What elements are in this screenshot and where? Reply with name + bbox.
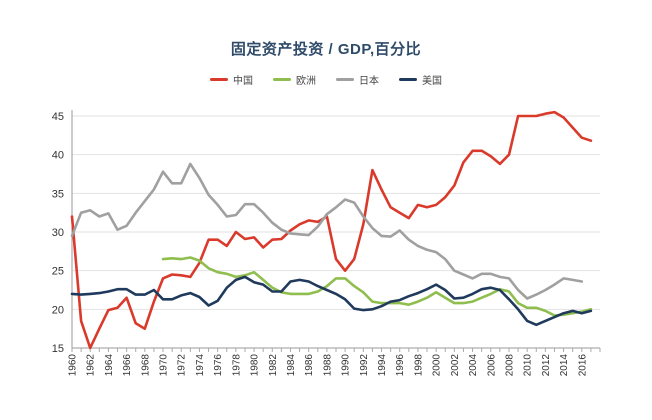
x-tick-label: 1974 <box>195 354 206 377</box>
legend-swatch <box>273 78 291 81</box>
x-tick-label: 1970 <box>159 354 170 377</box>
series-line-中国 <box>70 110 593 350</box>
x-tick-label: 1962 <box>86 354 97 377</box>
x-tick-label: 1972 <box>177 354 188 377</box>
legend-item: 欧洲 <box>273 72 316 87</box>
x-tick-label: 1998 <box>413 354 424 377</box>
legend-item: 美国 <box>399 72 442 87</box>
x-tick-label: 1990 <box>341 354 352 377</box>
y-tick-label: 15 <box>52 343 64 355</box>
x-tick-label: 1988 <box>322 354 333 377</box>
legend-item: 日本 <box>336 72 379 87</box>
y-tick-label: 25 <box>52 266 64 278</box>
x-tick-label: 1980 <box>250 354 261 377</box>
x-tick-label: 2008 <box>504 354 515 377</box>
legend-label: 日本 <box>359 76 379 87</box>
x-tick-label: 1976 <box>213 354 224 377</box>
x-tick-label: 2004 <box>468 354 479 377</box>
x-tick-label: 2012 <box>541 354 552 377</box>
x-tick-label: 1960 <box>68 354 79 377</box>
y-tick-label: 40 <box>52 150 64 162</box>
x-tick-label: 1966 <box>122 354 133 377</box>
series-line-欧洲 <box>161 256 593 317</box>
x-tick-label: 2006 <box>486 354 497 377</box>
y-tick-label: 35 <box>52 188 64 200</box>
x-tick-label: 1992 <box>359 354 370 377</box>
y-tick-label: 20 <box>52 304 64 316</box>
x-tick-label: 1994 <box>377 354 388 377</box>
legend-label: 中国 <box>233 76 253 87</box>
x-tick-label: 1986 <box>304 354 315 377</box>
x-tick-label: 2010 <box>523 354 534 377</box>
x-tick-label: 1996 <box>395 354 406 377</box>
x-tick-label: 2000 <box>432 354 443 377</box>
x-tick-label: 1964 <box>104 354 115 377</box>
y-tick-label: 30 <box>52 227 64 239</box>
chart-title: 固定资产投资 / GDP,百分比 <box>230 41 422 58</box>
x-tick-label: 1982 <box>268 354 279 377</box>
x-tick-label: 2014 <box>559 354 570 377</box>
legend-item: 中国 <box>210 72 253 87</box>
series-line-美国 <box>70 275 593 327</box>
x-tick-label: 1968 <box>140 354 151 377</box>
legend-swatch <box>399 78 417 81</box>
legend-label: 美国 <box>422 76 442 87</box>
x-tick-label: 2002 <box>450 354 461 377</box>
series-line-日本 <box>70 162 584 300</box>
legend-swatch <box>336 78 354 81</box>
legend-swatch <box>210 78 228 81</box>
y-tick-label: 45 <box>52 111 64 123</box>
chart-legend: 中国 欧洲 日本 美国 <box>0 72 652 87</box>
x-tick-label: 2016 <box>577 354 588 377</box>
x-tick-label: 1984 <box>286 354 297 377</box>
legend-label: 欧洲 <box>296 76 316 87</box>
x-tick-label: 1978 <box>231 354 242 377</box>
